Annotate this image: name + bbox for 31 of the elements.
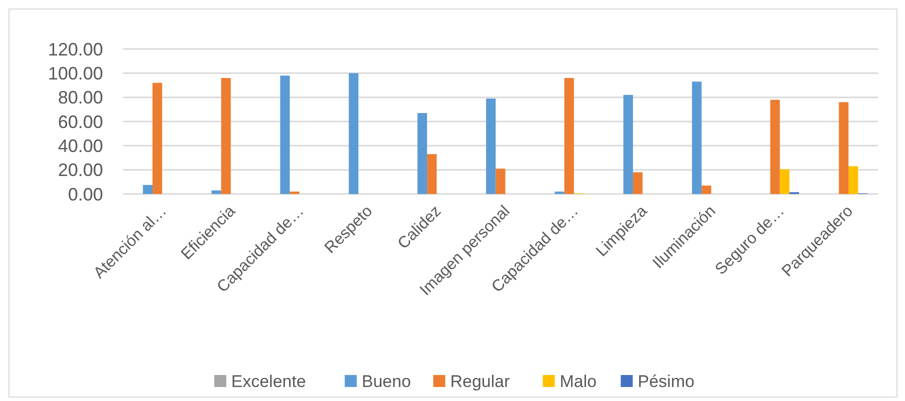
bar xyxy=(702,186,712,194)
bar xyxy=(623,94,633,194)
bar xyxy=(564,78,574,194)
legend-label: Malo xyxy=(560,372,597,391)
y-tick-label: 80.00 xyxy=(58,88,103,108)
bar xyxy=(770,100,780,194)
y-tick-label: 60.00 xyxy=(58,112,103,132)
bar xyxy=(838,102,848,194)
legend-label: Regular xyxy=(450,372,510,391)
bar xyxy=(417,113,428,194)
y-tick-label: 40.00 xyxy=(58,136,103,156)
bar xyxy=(152,82,162,194)
legend-label: Excelente xyxy=(231,372,306,391)
bar xyxy=(221,78,231,194)
bar xyxy=(486,98,496,194)
bar xyxy=(692,82,702,194)
y-tick-label: 120.00 xyxy=(48,39,103,60)
bar xyxy=(212,190,222,194)
y-tick-label: 0.00 xyxy=(68,184,103,204)
bar xyxy=(280,76,290,194)
bar xyxy=(496,168,506,194)
y-tick-label: 20.00 xyxy=(58,160,103,180)
bar xyxy=(427,154,437,194)
bar xyxy=(848,166,858,194)
legend-label: Pésimo xyxy=(638,372,694,391)
legend-label: Bueno xyxy=(362,372,411,391)
bar xyxy=(780,169,790,194)
bar xyxy=(348,73,358,194)
bar xyxy=(142,184,153,194)
y-tick-label: 100.00 xyxy=(48,63,103,84)
bar xyxy=(632,172,643,194)
